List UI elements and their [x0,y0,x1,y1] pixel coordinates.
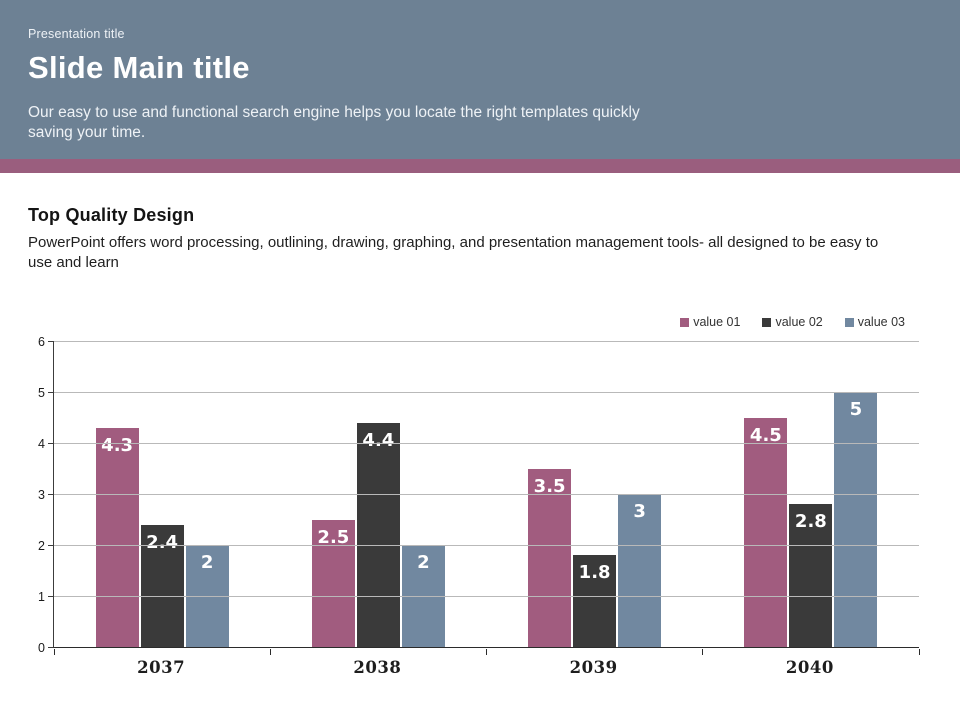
x-axis-category-label: 2039 [569,658,618,677]
slide-header: Presentation title Slide Main title Our … [0,0,960,159]
bar-value-label: 2 [200,552,214,573]
legend-label: value 02 [775,315,823,329]
chart-bar: 4.5 [744,417,788,647]
y-axis-tick [47,392,53,393]
chart-bar: 1.8 [573,555,617,647]
chart-bar: 3 [618,494,662,647]
chart-legend: value 01 value 02 value 03 [680,315,905,329]
y-tick-label: 1 [38,590,45,605]
x-axis-category-label: 2038 [353,658,402,677]
bar-group: 2.5 4.4 2 [270,341,486,647]
slide-subtitle: Our easy to use and functional search en… [28,104,640,141]
bar-value-label: 2.5 [317,526,350,548]
x-axis-tick [269,649,271,655]
x-axis-tick [702,649,704,655]
bar-value-label: 2 [417,552,430,573]
accent-divider [0,159,960,173]
legend-marker-swatch [762,317,772,327]
y-axis-tick [47,596,53,598]
legend-marker-swatch [844,317,854,327]
y-tick-label: 2 [38,539,45,554]
bar-value-label: 1.8 [578,562,611,584]
chart-bar: 2 [185,545,229,647]
chart-bar: 2.5 [311,519,355,647]
bar-value-label: 2.8 [794,511,827,533]
bar-value-label: 3.5 [533,475,566,497]
y-axis-tick [47,341,53,342]
y-tick-label: 4 [38,437,45,452]
gridline [54,392,919,393]
gridline [54,545,919,547]
chart-bar: 5 [834,392,878,647]
bar-value-label: 2.4 [146,531,179,553]
y-tick-label: 3 [38,488,45,502]
y-axis-tick [47,494,53,495]
y-axis-tick [47,545,53,547]
legend-item: value 01 [680,315,740,329]
y-tick-label: 0 [38,641,45,655]
chart-bar: 3.5 [528,468,572,647]
y-tick-label: 5 [38,386,45,400]
chart-bar: 4.4 [356,422,400,647]
chart-bar: 2 [401,545,445,647]
slide-main-title: Slide Main title [28,50,250,85]
bar-value-label: 4.3 [101,434,134,456]
gridline [54,596,919,598]
gridline [54,443,919,445]
section-body-text: PowerPoint offers word processing, outli… [28,234,879,271]
bar-group: 4.3 2.4 2 [54,341,270,647]
gridline [54,494,919,495]
bar-group: 4.5 2.8 5 [703,341,919,647]
legend-item: value 02 [762,315,823,329]
x-axis-tick [918,649,920,655]
y-tick-label: 6 [38,335,45,349]
legend-item: value 03 [844,315,905,329]
legend-label: value 01 [693,315,741,329]
y-axis-tick [47,443,53,445]
x-axis-category-label: 2040 [785,658,834,677]
section-heading: Top Quality Design [28,205,195,225]
legend-marker-swatch [680,317,690,327]
chart-bar: 2.4 [140,524,184,647]
bar-groups: 4.3 2.4 2 2.5 4.4 2 3.5 1.8 3 4.5 2.8 5 [54,341,919,647]
plot-area: 4.3 2.4 2 2.5 4.4 2 3.5 1.8 3 4.5 2.8 5 0 1 2 3 4 5 6 [38,335,920,655]
legend-label: value 03 [857,315,905,329]
bar-value-label: 5 [849,399,863,420]
gridline [54,341,919,342]
y-axis-tick [47,647,53,648]
x-axis-tick [53,649,55,655]
bar-value-label: 3 [633,501,646,522]
bar-group: 3.5 1.8 3 [487,341,703,647]
x-axis-tick [486,649,487,655]
bar-value-label: 4.4 [362,429,395,451]
bar-chart: value 01 value 02 value 03 4.3 2.4 2 2.5 4.4 2 3… [0,305,960,705]
chart-bar: 2.8 [789,504,833,647]
bar-value-label: 4.5 [749,424,782,446]
chart-bar: 4.3 [95,427,139,647]
x-axis-category-label: 2037 [137,658,186,677]
presentation-title: Presentation title [28,27,125,41]
x-axis-labels: 2037 2038 2039 2040 [53,658,918,677]
